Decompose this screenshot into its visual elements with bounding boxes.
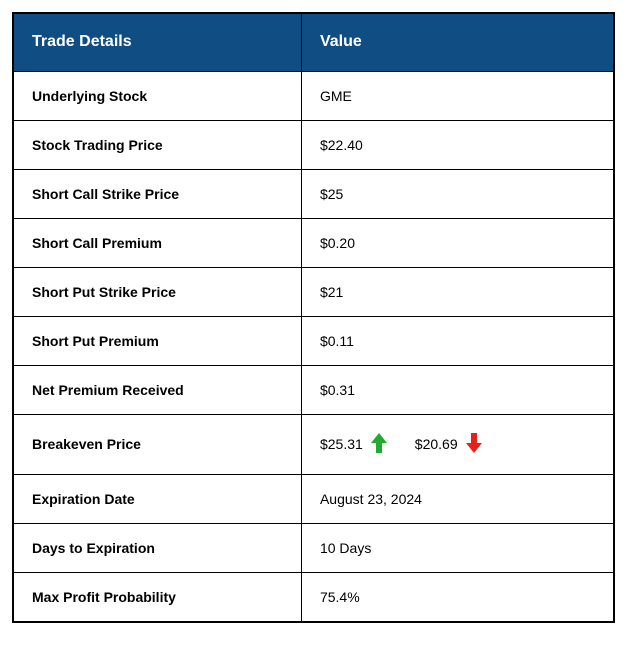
header-trade-details: Trade Details — [13, 13, 301, 71]
row-label: Stock Trading Price — [13, 120, 301, 169]
table-row: Short Put Premium $0.11 — [13, 316, 614, 365]
table-row-breakeven: Breakeven Price $25.31 $20.69 — [13, 414, 614, 474]
table-row: Days to Expiration 10 Days — [13, 523, 614, 572]
row-label: Expiration Date — [13, 474, 301, 523]
row-label: Short Put Premium — [13, 316, 301, 365]
table-row: Stock Trading Price $22.40 — [13, 120, 614, 169]
breakeven-down-value: $20.69 — [415, 436, 458, 452]
table-row: Net Premium Received $0.31 — [13, 365, 614, 414]
row-value: $0.31 — [301, 365, 614, 414]
row-value: $0.20 — [301, 218, 614, 267]
row-label: Underlying Stock — [13, 71, 301, 120]
table-row: Short Call Strike Price $25 — [13, 169, 614, 218]
row-label: Short Call Premium — [13, 218, 301, 267]
row-value: $0.11 — [301, 316, 614, 365]
table-row: Expiration Date August 23, 2024 — [13, 474, 614, 523]
row-value-breakeven: $25.31 $20.69 — [301, 414, 614, 474]
row-label: Net Premium Received — [13, 365, 301, 414]
row-label: Days to Expiration — [13, 523, 301, 572]
table-header-row: Trade Details Value — [13, 13, 614, 71]
row-value: $22.40 — [301, 120, 614, 169]
table-row: Short Call Premium $0.20 — [13, 218, 614, 267]
row-value: August 23, 2024 — [301, 474, 614, 523]
row-value: 10 Days — [301, 523, 614, 572]
header-value: Value — [301, 13, 614, 71]
row-value: $25 — [301, 169, 614, 218]
table-row: Short Put Strike Price $21 — [13, 267, 614, 316]
row-value: 75.4% — [301, 572, 614, 622]
table-row: Underlying Stock GME — [13, 71, 614, 120]
row-value: $21 — [301, 267, 614, 316]
breakeven-up-value: $25.31 — [320, 436, 363, 452]
row-label: Breakeven Price — [13, 414, 301, 474]
trade-details-table: Trade Details Value Underlying Stock GME… — [12, 12, 615, 623]
row-label: Max Profit Probability — [13, 572, 301, 622]
table-row: Max Profit Probability 75.4% — [13, 572, 614, 622]
row-label: Short Put Strike Price — [13, 267, 301, 316]
row-label: Short Call Strike Price — [13, 169, 301, 218]
arrow-down-icon — [464, 431, 484, 458]
arrow-up-icon — [369, 431, 389, 458]
row-value: GME — [301, 71, 614, 120]
